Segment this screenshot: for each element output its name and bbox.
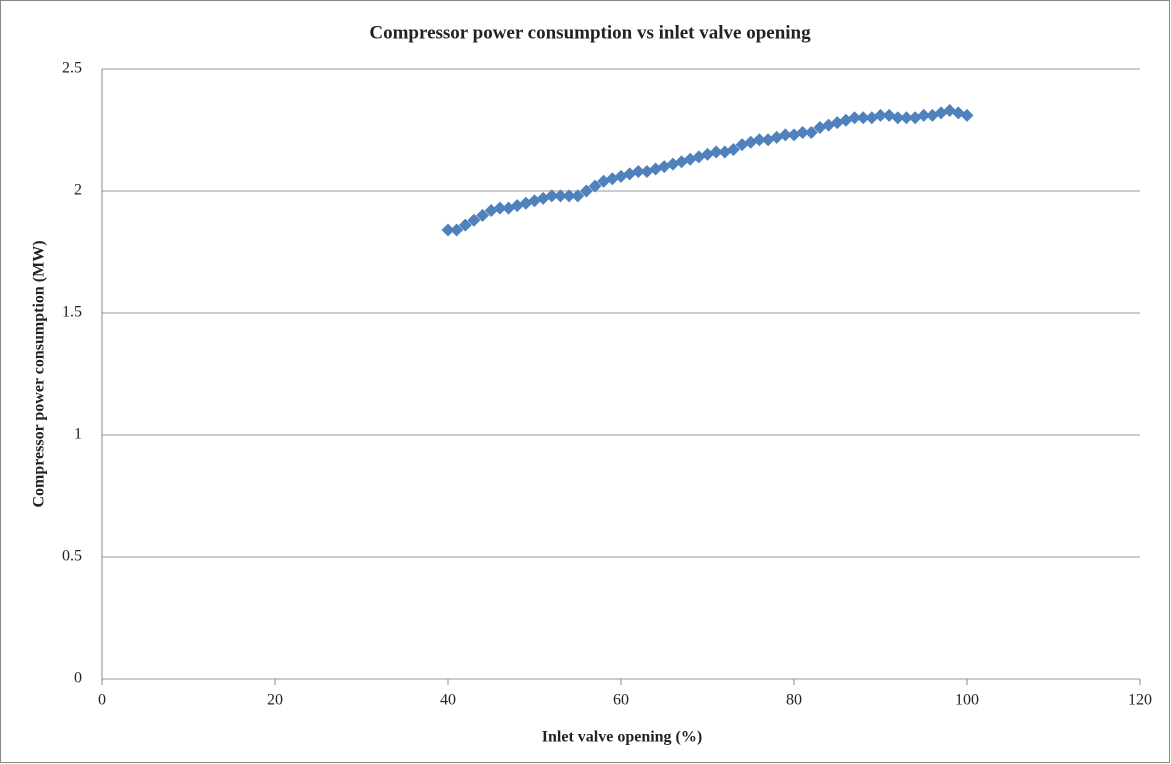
marker <box>571 189 585 203</box>
marker <box>545 189 559 203</box>
marker <box>796 125 810 139</box>
marker <box>467 213 481 227</box>
y-tick-label: 2.5 <box>62 60 82 77</box>
y-tick-label: 2 <box>74 182 82 199</box>
marker <box>588 179 602 193</box>
x-axis-label: Inlet valve opening (%) <box>542 729 702 746</box>
marker <box>709 145 723 159</box>
x-tick-label: 120 <box>1128 692 1152 709</box>
x-tick-label: 40 <box>440 692 456 709</box>
x-tick-label: 20 <box>267 692 283 709</box>
marker <box>476 208 490 222</box>
x-tick-label: 100 <box>955 692 979 709</box>
marker <box>899 111 913 125</box>
marker <box>960 108 974 122</box>
y-tick-label: 0 <box>74 670 82 687</box>
marker <box>778 128 792 142</box>
x-tick-label: 0 <box>98 692 106 709</box>
marker <box>856 111 870 125</box>
x-tick-label: 60 <box>613 692 629 709</box>
chart-title: Compressor power consumption vs inlet va… <box>369 22 811 43</box>
marker <box>493 201 507 215</box>
marker <box>874 108 887 122</box>
y-tick-label: 1 <box>74 426 82 443</box>
marker <box>441 223 455 237</box>
y-axis-label: Compressor power consumption (MW) <box>31 240 48 507</box>
x-tick-label: 80 <box>786 692 802 709</box>
marker <box>458 218 472 232</box>
marker <box>848 111 862 125</box>
marker <box>553 189 567 203</box>
marker <box>917 108 931 122</box>
marker <box>891 111 905 125</box>
marker <box>562 189 576 203</box>
y-tick-label: 1.5 <box>62 304 82 321</box>
marker <box>450 223 464 237</box>
marker <box>804 125 818 139</box>
marker <box>579 184 593 198</box>
y-tick-label: 0.5 <box>62 548 82 565</box>
marker <box>726 143 740 157</box>
marker <box>631 164 645 178</box>
marker <box>752 133 766 147</box>
